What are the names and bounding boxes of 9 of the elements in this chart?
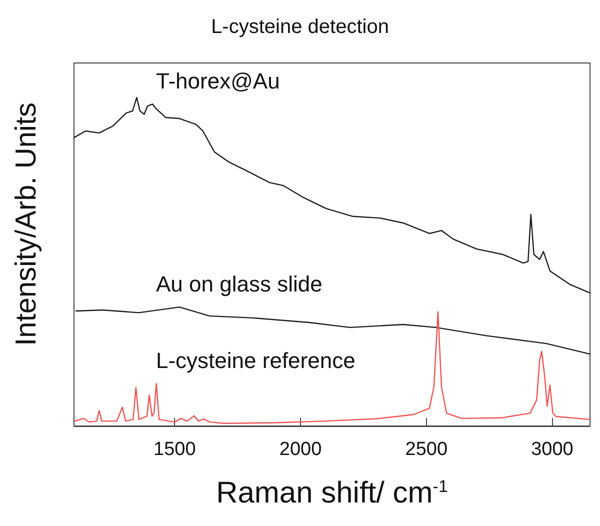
chart-title: L-cysteine detection	[211, 16, 389, 38]
series-label: L-cysteine reference	[156, 348, 356, 374]
x-tick-label: 2000	[279, 439, 322, 460]
x-tick-label: 1500	[154, 439, 196, 460]
series-label: Au on glass slide	[156, 272, 322, 297]
y-axis-title: Intensity/Arb. Units	[10, 102, 42, 346]
x-tick-label: 3000	[531, 439, 574, 460]
x-tick-label: 2500	[405, 439, 448, 460]
series-label: T-horex@Au	[156, 68, 280, 94]
